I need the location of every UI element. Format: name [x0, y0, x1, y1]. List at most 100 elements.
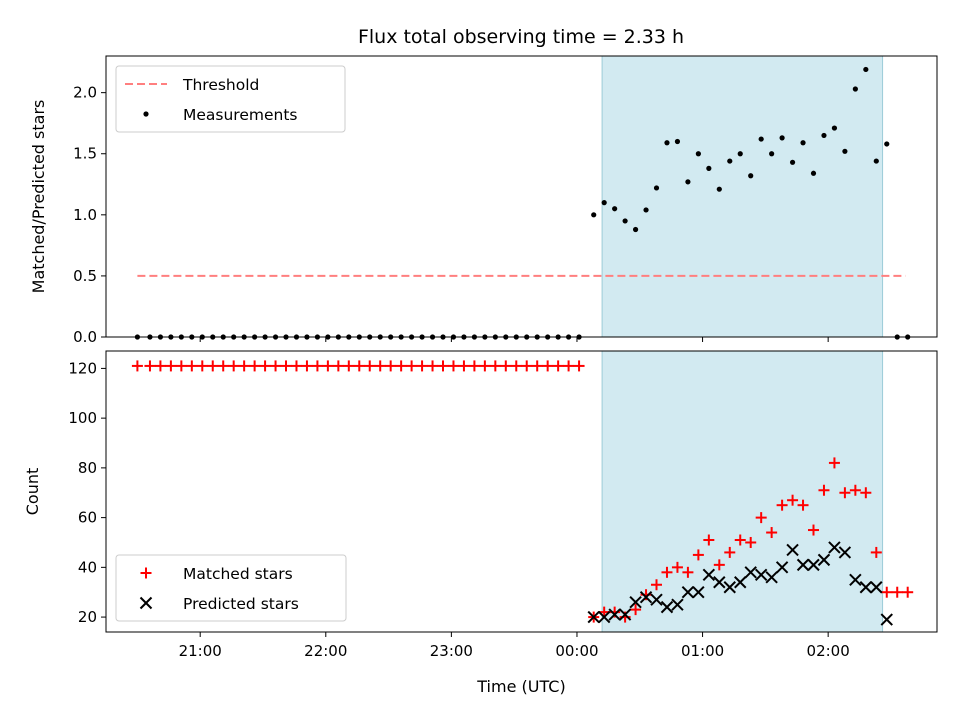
predicted-star-point	[587, 610, 600, 624]
matched-star-point	[343, 360, 355, 372]
matched-star-point	[573, 360, 585, 372]
x-tick-label: 22:00	[304, 642, 347, 660]
matched-star-point	[280, 360, 292, 372]
cross-b	[681, 586, 695, 599]
predicted-star-point	[723, 581, 736, 594]
matched-star-point	[521, 360, 533, 372]
matched-star-point	[332, 360, 344, 372]
measurement-point	[748, 173, 754, 179]
x-tick-label: 21:00	[179, 642, 222, 660]
measurement-point	[716, 186, 722, 192]
matched-star-point	[902, 586, 914, 598]
cross-b	[775, 561, 789, 574]
observing-window-shade-top	[601, 55, 884, 338]
matched-star-point	[207, 360, 219, 372]
measurement-points	[134, 66, 911, 340]
matched-star-point	[186, 360, 198, 372]
matched-star-point	[301, 360, 313, 372]
cross-b	[713, 576, 726, 589]
matched-star-point	[196, 360, 208, 372]
predicted-star-point	[859, 581, 873, 594]
matched-star-point	[131, 360, 143, 372]
count-panel-frame	[105, 350, 938, 633]
matched-star-point	[542, 360, 554, 372]
cross-b	[744, 566, 757, 579]
predicted-star-point	[734, 576, 747, 589]
x-tick-label: 01:00	[681, 642, 724, 660]
matched-star-point	[891, 586, 903, 598]
cross-b	[650, 593, 663, 606]
legend-matched-swatch	[140, 567, 152, 579]
matched-star-point	[651, 579, 663, 591]
cross-b	[796, 558, 810, 572]
matched-star-point	[531, 360, 543, 372]
matched-star-point	[766, 527, 778, 539]
matched-star-point	[808, 524, 820, 536]
legend-predicted-swatch	[139, 596, 153, 610]
measurement-point	[664, 140, 670, 146]
measurement-point	[632, 226, 639, 233]
predicted-star-point	[608, 608, 621, 621]
measurement-point	[727, 158, 733, 164]
measurement-point	[769, 151, 775, 157]
cross-b	[671, 598, 684, 611]
legend-threshold-label: Threshold	[182, 76, 259, 94]
matched-star-point	[270, 360, 282, 372]
matched-star-point	[217, 360, 229, 372]
matched-star-point	[703, 534, 715, 546]
cross-b	[828, 541, 841, 554]
matched-star-point	[290, 360, 302, 372]
x-tick-label: 02:00	[807, 642, 850, 660]
predicted-star-point	[807, 558, 820, 572]
cross-b	[597, 610, 611, 624]
cross-b	[786, 543, 799, 557]
cross-b	[734, 576, 747, 589]
measurement-point	[863, 66, 869, 73]
measurement-point	[758, 136, 764, 142]
measurement-point	[653, 185, 660, 191]
observing-window-shade-bottom	[601, 350, 884, 633]
cross-b	[692, 586, 705, 599]
cross-b	[765, 571, 778, 584]
ratio-legend: Threshold Measurements	[115, 65, 346, 133]
predicted-star-point	[796, 558, 810, 572]
cross-b	[849, 573, 862, 586]
chart-title: Flux total observing time = 2.33 h	[358, 26, 684, 48]
matched-star-point	[416, 360, 428, 372]
matched-star-point	[745, 536, 757, 548]
measurement-point	[685, 179, 691, 185]
count-legend: Matched stars Predicted stars	[115, 554, 347, 622]
matched-star-point	[175, 360, 187, 372]
count-panel-ticks: 20 40 60 80 100 120 21:00 22:00 23:00 00:00 01:00 0…	[68, 359, 849, 660]
matched-star-point	[500, 360, 512, 372]
matched-star-point	[353, 360, 365, 372]
cross-b	[870, 581, 883, 594]
predicted-star-point	[838, 546, 852, 559]
matched-star-point	[144, 360, 156, 372]
legend-measurements-swatch	[143, 111, 149, 117]
cross-b	[608, 608, 621, 621]
y-tick-label: 0.0	[73, 328, 97, 346]
cross-b	[660, 600, 674, 614]
predicted-star-point	[618, 608, 632, 621]
count-y-axis-label: Count	[23, 468, 42, 516]
measurement-point	[622, 218, 628, 224]
matched-star-point	[427, 360, 439, 372]
legend-measurements-label: Measurements	[183, 106, 298, 124]
cross-b	[629, 595, 642, 609]
y-tick-label: 1.0	[73, 206, 97, 224]
y-tick-label: 1.5	[73, 145, 97, 163]
y-tick-label: 60	[78, 509, 97, 527]
matched-star-point	[839, 487, 851, 499]
predicted-star-point	[713, 576, 726, 589]
matched-star-point	[776, 499, 788, 511]
y-tick-label: 2.0	[73, 84, 97, 102]
measurement-point	[695, 151, 701, 157]
matched-star-point	[322, 360, 334, 372]
measurement-point	[674, 138, 681, 145]
ratio-y-axis-label: Matched/Predicted stars	[29, 100, 48, 294]
y-tick-label: 20	[78, 608, 97, 626]
x-axis-label: Time (UTC)	[476, 677, 565, 696]
matched-star-point	[406, 360, 418, 372]
ratio-panel: 0.00.51.01.52.0 Matched/Predicted stars …	[29, 55, 938, 346]
